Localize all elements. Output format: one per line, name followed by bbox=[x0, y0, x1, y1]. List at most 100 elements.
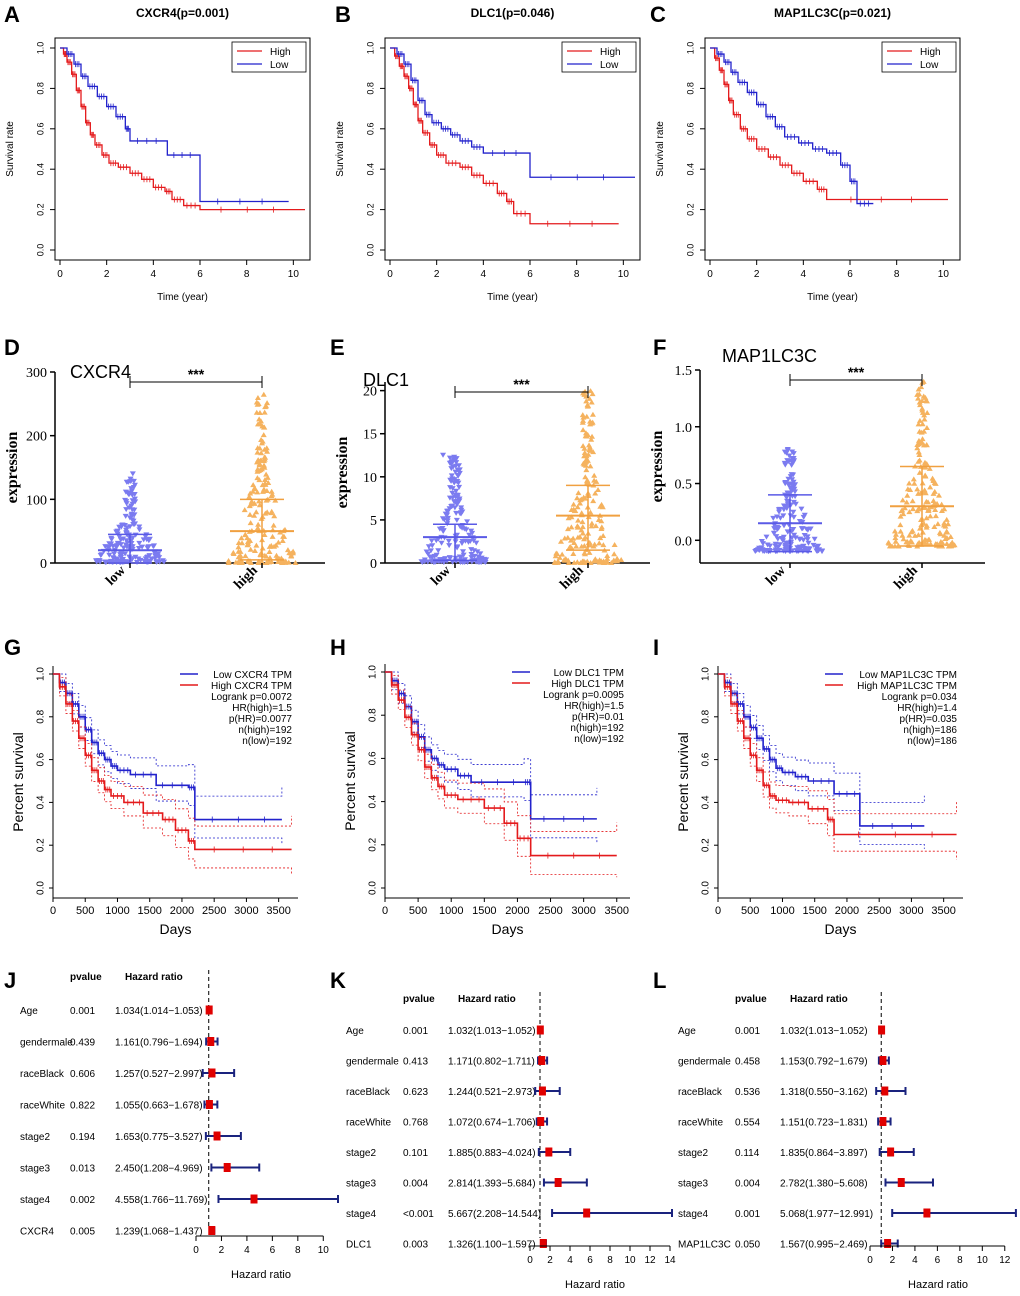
data-point-low bbox=[452, 469, 459, 475]
data-point-high bbox=[574, 495, 581, 501]
data-point-high bbox=[897, 513, 904, 519]
data-point-high bbox=[937, 538, 944, 544]
panel-label: J bbox=[4, 968, 16, 993]
data-point-high bbox=[248, 498, 255, 504]
data-point-high bbox=[254, 394, 261, 400]
data-point-high bbox=[268, 559, 275, 565]
data-point-high bbox=[922, 537, 929, 543]
data-point-low bbox=[780, 538, 787, 544]
category-label: high bbox=[232, 563, 261, 592]
data-point-high bbox=[242, 553, 249, 559]
x-tick-label: 1500 bbox=[472, 905, 496, 917]
data-point-low bbox=[791, 489, 798, 495]
data-point-high bbox=[279, 538, 286, 544]
data-point-low bbox=[440, 529, 447, 535]
row-pvalue: 0.001 bbox=[735, 1209, 760, 1220]
data-point-high bbox=[579, 524, 586, 530]
data-point-high bbox=[261, 552, 268, 558]
y-tick-label: 0.4 bbox=[35, 163, 45, 176]
row-label: stage2 bbox=[20, 1132, 50, 1143]
data-point-high bbox=[921, 504, 928, 510]
row-label: stage3 bbox=[678, 1179, 708, 1190]
data-point-low bbox=[773, 534, 780, 540]
data-point-high bbox=[923, 397, 930, 403]
row-pvalue: 0.001 bbox=[735, 1026, 760, 1037]
data-point-high bbox=[246, 559, 253, 565]
gepia-panel-g: G 0 500 1000 1500 2000 2500 3000 3500 0.0 0.2 0.4 0.… bbox=[4, 635, 298, 937]
data-point-high bbox=[618, 556, 625, 562]
x-tick-label: 8 bbox=[574, 269, 580, 280]
data-point-low bbox=[454, 479, 461, 485]
data-point-low bbox=[814, 548, 821, 554]
data-point-high bbox=[932, 513, 939, 519]
data-point-low bbox=[465, 539, 472, 545]
data-point-high bbox=[885, 539, 892, 545]
data-point-high bbox=[935, 492, 942, 498]
y-tick-label: 0.6 bbox=[685, 123, 695, 136]
row-hr-text: 2.782(1.380−5.608) bbox=[780, 1179, 868, 1190]
data-point-low bbox=[763, 534, 770, 540]
data-point-high bbox=[919, 436, 926, 442]
y-tick-label: 1.0 bbox=[35, 42, 45, 55]
data-point-high bbox=[906, 509, 913, 515]
data-point-high bbox=[260, 432, 267, 438]
data-point-low bbox=[145, 544, 152, 550]
data-point-high bbox=[562, 556, 569, 562]
x-tick-label: 2500 bbox=[538, 905, 562, 917]
data-point-low bbox=[161, 559, 168, 565]
data-point-high bbox=[288, 553, 295, 559]
y-tick-label: 0.0 bbox=[36, 881, 47, 895]
data-point-low bbox=[766, 543, 773, 549]
data-point-high bbox=[596, 540, 603, 546]
data-point-low bbox=[758, 539, 765, 545]
data-point-low bbox=[800, 537, 807, 543]
data-point-low bbox=[126, 515, 133, 521]
x-axis-label: Time (year) bbox=[157, 292, 208, 303]
data-point-high bbox=[915, 506, 922, 512]
data-point-low bbox=[451, 480, 458, 486]
x-tick-label: 3000 bbox=[571, 905, 595, 917]
category-label: low bbox=[428, 563, 454, 589]
data-point-low bbox=[770, 515, 777, 521]
data-point-high bbox=[947, 533, 954, 539]
data-point-low bbox=[794, 545, 801, 551]
data-point-high bbox=[574, 504, 581, 510]
data-point-low bbox=[784, 504, 791, 510]
category-label: low bbox=[103, 563, 129, 589]
data-point-high bbox=[901, 505, 908, 511]
data-point-high bbox=[261, 480, 268, 486]
hr-point bbox=[223, 1163, 231, 1172]
data-point-high bbox=[597, 535, 604, 541]
x-tick-label: 12 bbox=[999, 1255, 1011, 1266]
row-label: raceBlack bbox=[678, 1087, 723, 1098]
row-pvalue: 0.606 bbox=[70, 1069, 95, 1080]
row-label: DLC1 bbox=[346, 1240, 372, 1251]
row-hr-text: 1.567(0.995−2.469) bbox=[780, 1240, 868, 1251]
data-point-low bbox=[446, 543, 453, 549]
data-point-high bbox=[915, 386, 922, 392]
x-tick-label: 1500 bbox=[802, 905, 826, 917]
data-point-low bbox=[435, 548, 442, 554]
data-point-low bbox=[785, 483, 792, 489]
x-tick-label: 10 bbox=[318, 1245, 330, 1256]
data-point-low bbox=[129, 535, 136, 541]
x-tick-label: 0 bbox=[707, 269, 713, 280]
data-point-high bbox=[574, 524, 581, 530]
row-label: stage3 bbox=[20, 1164, 50, 1175]
row-label: stage4 bbox=[20, 1195, 50, 1206]
stat-label: Logrank p=0.0095 bbox=[543, 690, 624, 701]
data-point-low bbox=[448, 473, 455, 479]
x-tick-label: 6 bbox=[935, 1255, 941, 1266]
y-tick-label: 0.5 bbox=[675, 478, 693, 493]
data-point-low bbox=[800, 544, 807, 550]
data-point-low bbox=[445, 538, 452, 544]
data-point-low bbox=[129, 498, 136, 504]
data-point-low bbox=[454, 473, 461, 479]
row-label: raceWhite bbox=[20, 1101, 65, 1112]
data-point-high bbox=[264, 509, 271, 515]
y-tick-label: 1.0 bbox=[675, 421, 693, 436]
data-point-high bbox=[577, 497, 584, 503]
hr-point bbox=[583, 1208, 591, 1218]
data-point-high bbox=[590, 498, 597, 504]
